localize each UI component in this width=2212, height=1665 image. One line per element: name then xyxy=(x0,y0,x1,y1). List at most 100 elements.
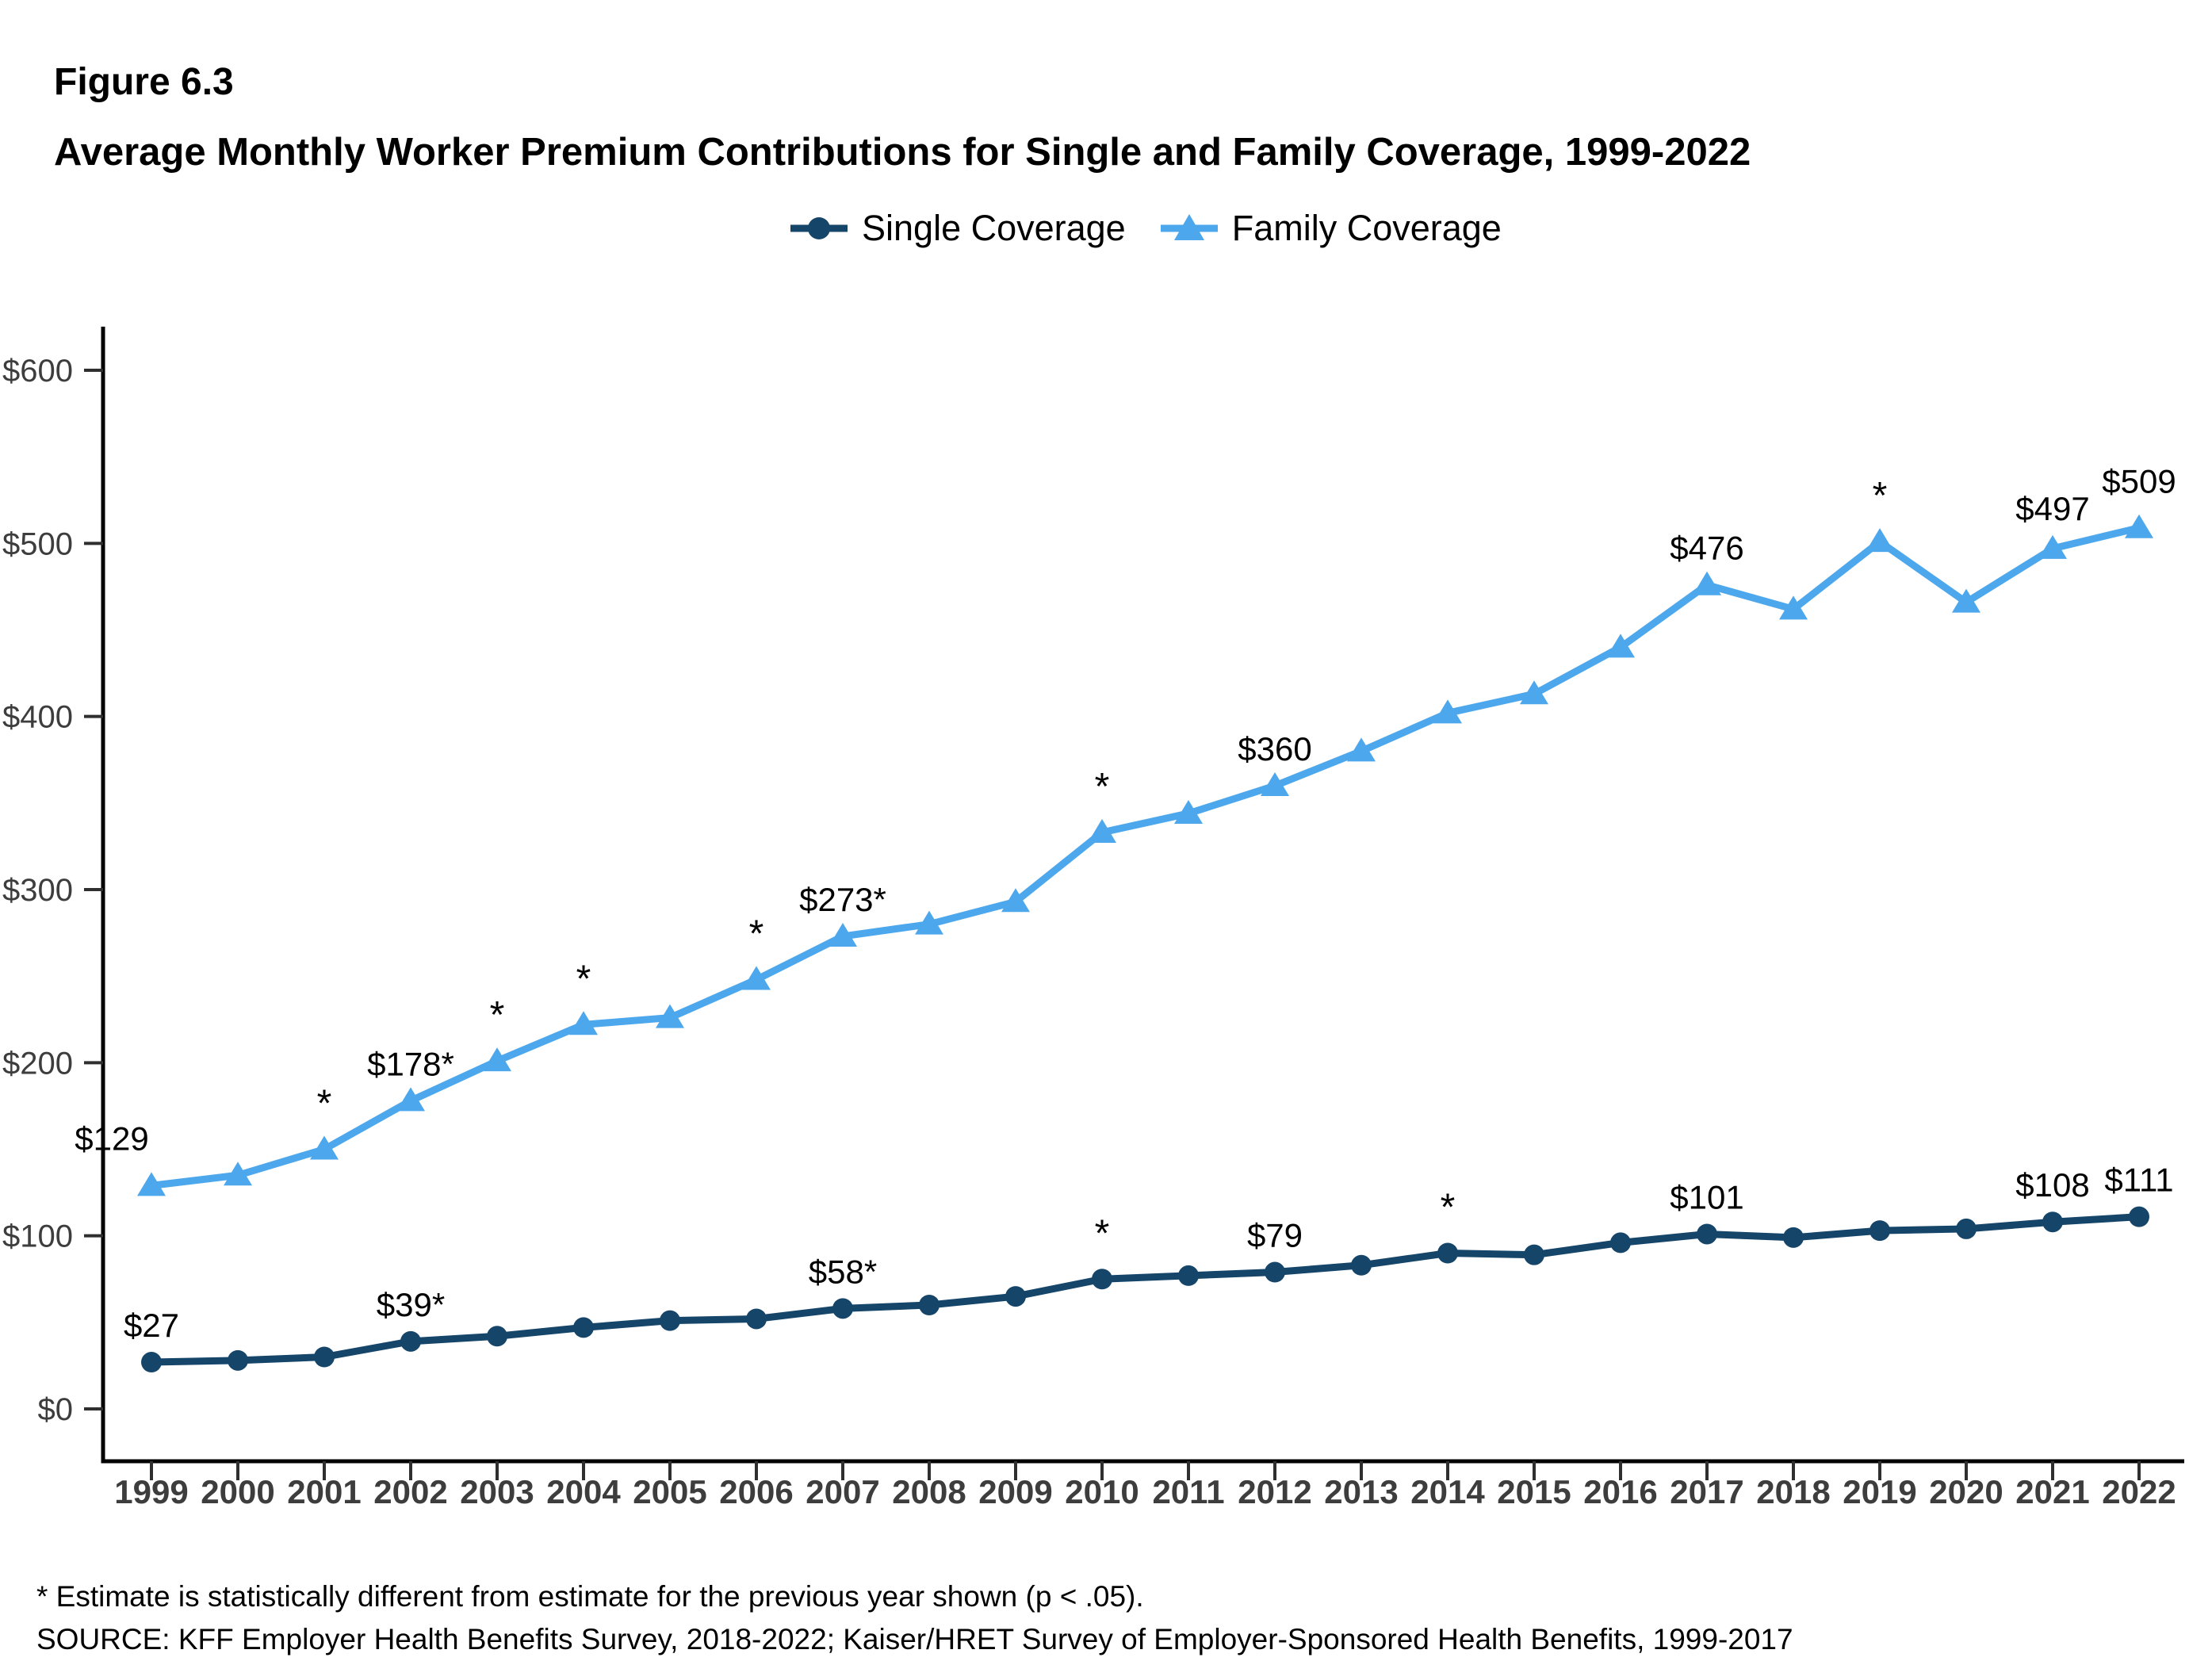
y-tick-label: $0 xyxy=(38,1392,74,1427)
family-coverage-significance-asterisk: * xyxy=(1873,475,1888,517)
x-tick-label: 2007 xyxy=(806,1473,879,1510)
family-coverage-point xyxy=(483,1047,511,1072)
single-coverage-point xyxy=(2129,1206,2149,1227)
single-coverage-point xyxy=(1956,1218,1977,1239)
family-coverage-point xyxy=(569,1011,598,1035)
single-coverage-point xyxy=(1697,1223,1717,1245)
y-tick-label: $600 xyxy=(2,354,73,388)
legend: Single Coverage Family Coverage xyxy=(789,208,1502,249)
single-coverage-point xyxy=(1005,1286,1026,1307)
family-coverage-significance-asterisk: * xyxy=(317,1083,332,1125)
single-coverage-significance-asterisk: * xyxy=(1095,1212,1110,1254)
legend-item-family-coverage: Family Coverage xyxy=(1159,208,1502,249)
family-coverage-point xyxy=(915,910,943,935)
single-coverage-value-label: $111 xyxy=(2104,1162,2173,1199)
family-coverage-series: $129 $178* $273* $360 $476 $497 $509 * * * * * * xyxy=(75,463,2176,1196)
x-tick-label: 2016 xyxy=(1583,1473,1657,1510)
single-coverage-point xyxy=(1265,1261,1285,1283)
single-coverage-value-label: $27 xyxy=(124,1307,179,1344)
x-tick-label: 2018 xyxy=(1756,1473,1830,1510)
single-coverage-significance-asterisk: * xyxy=(1441,1187,1456,1229)
single-coverage-point xyxy=(1610,1232,1631,1254)
family-coverage-point xyxy=(1952,588,1980,613)
single-coverage-point xyxy=(573,1317,594,1338)
single-coverage-value-label: $108 xyxy=(2015,1166,2089,1204)
family-coverage-point xyxy=(1261,772,1289,797)
single-coverage-value-label: $58* xyxy=(809,1253,877,1290)
legend-label-single-coverage: Single Coverage xyxy=(862,208,1126,249)
legend-label-family-coverage: Family Coverage xyxy=(1231,208,1502,249)
single-coverage-point xyxy=(2042,1211,2063,1233)
family-coverage-significance-asterisk: * xyxy=(1095,766,1110,808)
x-tick-label: 2014 xyxy=(1410,1473,1485,1510)
single-coverage-marker-icon xyxy=(789,208,849,249)
single-coverage-point xyxy=(660,1310,680,1331)
x-tick-label: 1999 xyxy=(114,1473,188,1510)
y-tick-label: $400 xyxy=(2,700,73,735)
single-coverage-point xyxy=(1869,1220,1890,1242)
y-tick-label: $500 xyxy=(2,526,73,561)
y-tick-label: $300 xyxy=(2,873,73,908)
single-coverage-line xyxy=(147,1213,2143,1366)
single-coverage-value-label: $39* xyxy=(377,1286,445,1323)
x-tick-label: 2022 xyxy=(2102,1473,2176,1510)
footnote-source: SOURCE: KFF Employer Health Benefits Sur… xyxy=(36,1623,1793,1655)
footnote-significance: * Estimate is statistically different fr… xyxy=(36,1580,1144,1613)
family-coverage-significance-asterisk: * xyxy=(490,994,505,1036)
single-coverage-point xyxy=(919,1295,940,1316)
family-coverage-value-label: $497 xyxy=(2015,490,2089,527)
family-coverage-point xyxy=(310,1135,339,1160)
x-tick-label: 2006 xyxy=(719,1473,793,1510)
y-axis: $0 $100 $200 $300 $400 $500 $600 xyxy=(2,327,105,1461)
single-coverage-point xyxy=(1783,1227,1804,1248)
family-coverage-point xyxy=(396,1087,425,1112)
x-tick-label: 2012 xyxy=(1238,1473,1311,1510)
x-tick-label: 2010 xyxy=(1065,1473,1139,1510)
single-coverage-point xyxy=(141,1352,162,1373)
single-coverage-series: $27 $39* $58* $79 $101 $108 $111 * * xyxy=(124,1162,2174,1373)
family-coverage-point xyxy=(137,1172,166,1196)
family-coverage-significance-asterisk: * xyxy=(576,958,591,1000)
family-coverage-line xyxy=(147,524,2143,1189)
x-tick-label: 2017 xyxy=(1670,1473,1743,1510)
single-coverage-point xyxy=(1524,1244,1544,1265)
x-axis: 1999 2000 2001 2002 2003 2004 2005 2006 2007 2008… xyxy=(101,1459,2184,1510)
family-coverage-point xyxy=(1433,699,1462,724)
family-coverage-point xyxy=(1606,633,1635,658)
legend-item-single-coverage: Single Coverage xyxy=(789,208,1126,249)
family-coverage-value-label: $509 xyxy=(2102,463,2176,500)
x-tick-label: 2003 xyxy=(460,1473,534,1510)
figure-number: Figure 6.3 xyxy=(54,61,234,103)
family-coverage-point xyxy=(1779,595,1808,620)
family-coverage-value-label: $360 xyxy=(1238,730,1311,767)
family-coverage-point xyxy=(1001,888,1030,913)
x-tick-label: 2005 xyxy=(633,1473,706,1510)
x-tick-label: 2001 xyxy=(287,1473,361,1510)
x-tick-label: 2002 xyxy=(373,1473,447,1510)
single-coverage-point xyxy=(1351,1254,1372,1276)
family-coverage-point xyxy=(1693,571,1721,595)
family-coverage-value-label: $129 xyxy=(75,1120,148,1157)
family-coverage-point xyxy=(1347,737,1376,762)
single-coverage-point xyxy=(1437,1242,1458,1264)
family-coverage-point xyxy=(1866,528,1894,553)
family-coverage-value-label: $273* xyxy=(799,881,886,918)
family-coverage-point xyxy=(1088,818,1116,843)
family-coverage-value-label: $178* xyxy=(367,1045,454,1082)
family-coverage-point xyxy=(742,966,771,990)
single-coverage-point xyxy=(832,1298,853,1319)
x-tick-label: 2019 xyxy=(1843,1473,1916,1510)
figure-title: Average Monthly Worker Premium Contribut… xyxy=(54,131,1751,174)
x-tick-label: 2009 xyxy=(978,1473,1052,1510)
family-coverage-point xyxy=(1174,799,1203,824)
x-tick-label: 2004 xyxy=(546,1473,621,1510)
family-coverage-point xyxy=(656,1004,684,1028)
family-coverage-significance-asterisk: * xyxy=(749,913,764,955)
single-coverage-value-label: $101 xyxy=(1670,1178,1743,1215)
family-coverage-value-label: $476 xyxy=(1670,530,1743,567)
y-tick-label: $100 xyxy=(2,1219,73,1254)
single-coverage-point xyxy=(487,1326,507,1347)
x-tick-label: 2008 xyxy=(892,1473,966,1510)
